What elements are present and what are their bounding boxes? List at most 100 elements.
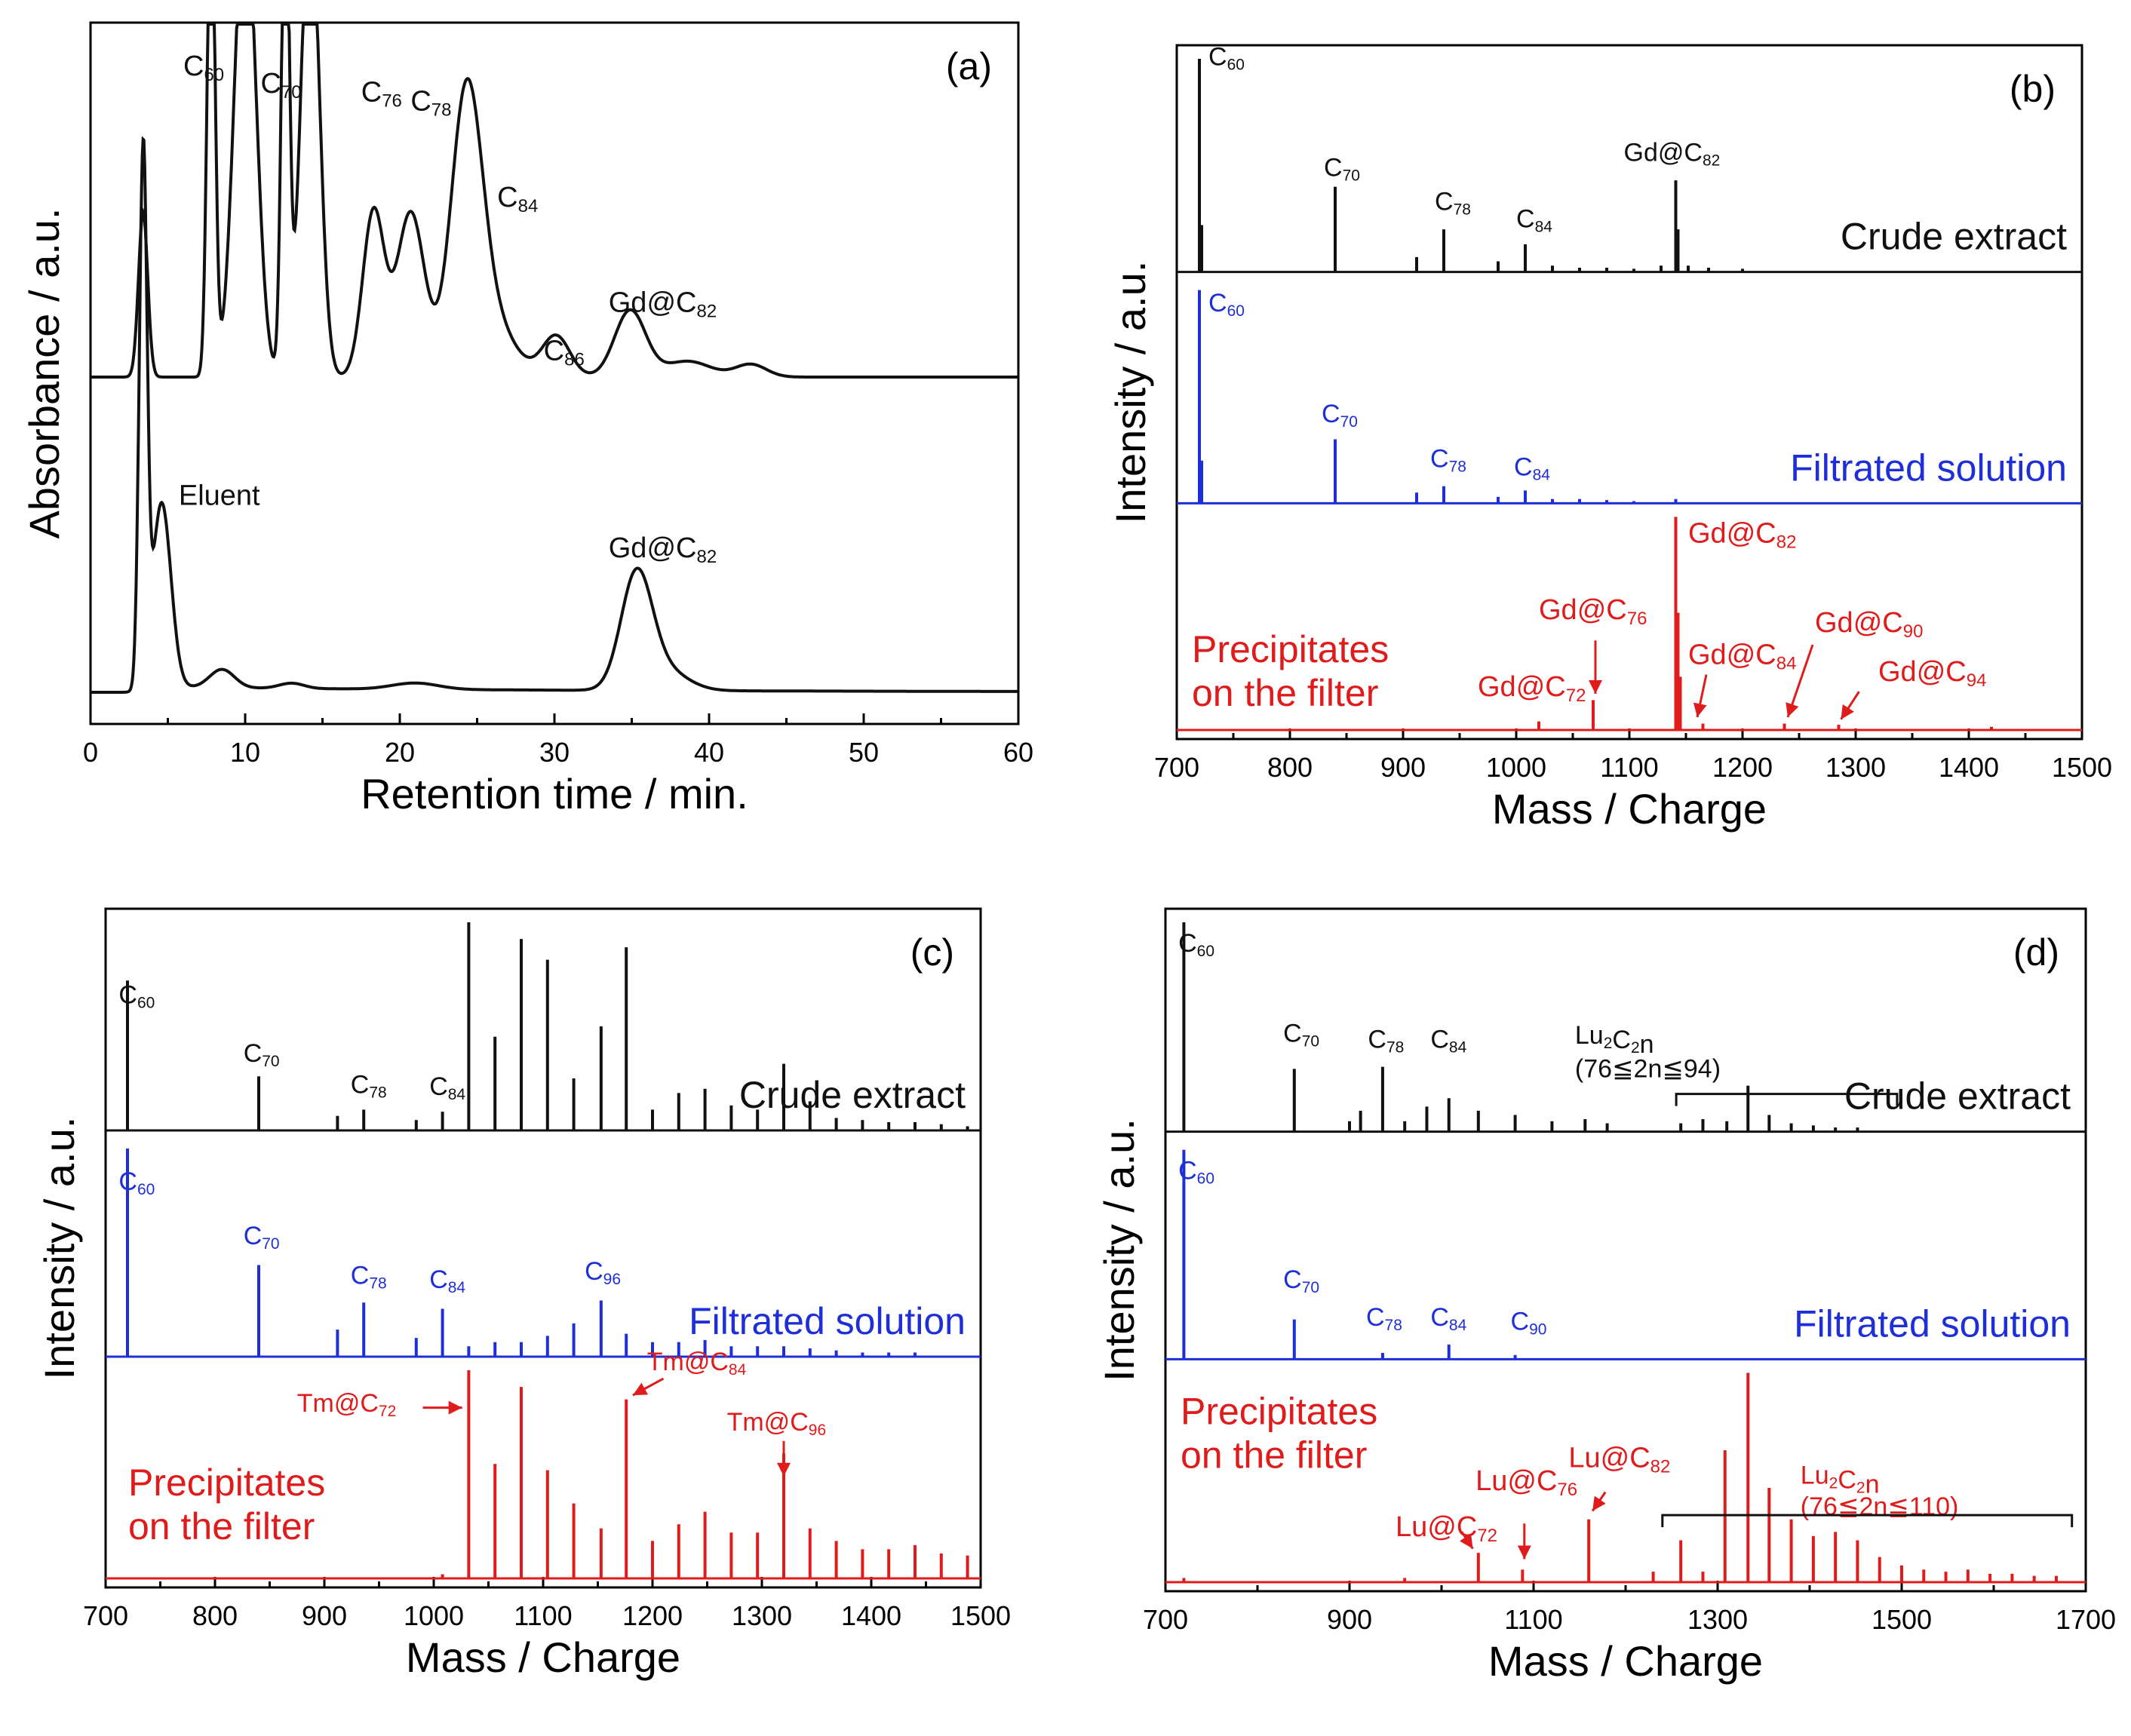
peak-label: C78: [1368, 1026, 1404, 1057]
peak-label: C84: [1514, 453, 1550, 484]
y-axis-label: Intensity / a.u.: [35, 1117, 83, 1380]
series-crude-extract: C60 C70 C78 C84 Gd@C82 Crude extract: [1177, 42, 2082, 274]
x-tick-label: 1500: [1872, 1604, 1932, 1635]
x-tick-label: 1100: [1504, 1604, 1562, 1635]
panel-label: (d): [2013, 931, 2059, 974]
peak-label: C78: [1435, 188, 1471, 219]
x-axis-label: Mass / Charge: [1492, 785, 1767, 833]
x-tick-label: 1000: [1486, 752, 1546, 783]
x-tick-label: 800: [192, 1600, 238, 1631]
x-tick-label: 1400: [1939, 752, 1999, 783]
peak-label: C78: [1430, 444, 1466, 475]
plot-frame: [1164, 907, 2087, 1593]
panel-c-axes: 700 800 900 1000 1100 1200 1300 1400 1500 Mass / …: [35, 907, 1011, 1681]
arrow-head: [448, 1400, 462, 1415]
x-tick-label: 30: [539, 737, 570, 768]
series-crude-extract: C60 C70 C78 C84 Lu2C2n(76≦2n≦94) Crude extrac…: [1165, 922, 2086, 1133]
x-tick-label: 700: [1154, 752, 1199, 783]
series-filtrated-solution: C60 C70 C78 C84 C90 Filtrated solution: [1165, 1149, 2086, 1360]
peak-label: C78: [351, 1261, 387, 1292]
series-name-label: on the filter: [128, 1505, 315, 1547]
panel-a-axes: 0 10 20 30 40 50 60 Retention time / min. Absorb…: [20, 21, 1033, 817]
peak-label: Lu@C76: [1475, 1465, 1577, 1500]
peak-label: Lu2C2n: [1801, 1461, 1880, 1498]
x-tick-label: 20: [385, 737, 415, 768]
arrow-head: [1460, 1533, 1473, 1549]
panel-b-data: C60 C70 C78 C84 Gd@C82 Crude extract C60 C70 C78…: [1177, 42, 2082, 732]
peak-label: Tm@C84: [647, 1348, 747, 1379]
x-tick-label: 1300: [732, 1600, 792, 1631]
arrow-head: [1589, 679, 1602, 694]
x-tick-label: 1500: [2052, 752, 2112, 783]
series-name-label: Crude extract: [739, 1074, 966, 1116]
peak-label: C84: [429, 1072, 465, 1103]
series-name-label: on the filter: [1181, 1434, 1367, 1476]
peak-label: C60: [1178, 1157, 1214, 1188]
x-tick-label: 900: [302, 1600, 347, 1631]
peak-label: C60: [118, 1167, 155, 1198]
x-tick-label: 1500: [950, 1600, 1011, 1631]
arrow-head: [1693, 702, 1707, 718]
peak-label: C70: [1283, 1265, 1319, 1296]
peak-label: C78: [410, 85, 451, 120]
peak-label: (76≦2n≦110): [1801, 1492, 1959, 1521]
x-tick-label: 1100: [1600, 752, 1658, 783]
peak-label: Gd@C72: [1478, 671, 1586, 706]
peak-label: (76≦2n≦94): [1575, 1054, 1721, 1083]
x-tick-label: 1700: [2056, 1604, 2116, 1635]
peak-label: C60: [183, 51, 224, 85]
peak-label: Gd@C94: [1878, 656, 1986, 691]
panel-label: (b): [2010, 68, 2056, 110]
peak-label: Gd@C82: [609, 287, 717, 322]
panel-label: (c): [910, 931, 954, 974]
peak-label: C84: [429, 1265, 465, 1296]
peak-label: C84: [1430, 1026, 1466, 1057]
peak-label: C90: [1511, 1307, 1547, 1338]
x-tick-label: 800: [1267, 752, 1313, 783]
x-tick-label: 700: [83, 1600, 128, 1631]
plot-frame: [89, 21, 1020, 725]
panel-b-axes: 700 800 900 1000 1100 1200 1300 1400 1500 Mass / …: [1107, 44, 2112, 833]
series-name-label: Precipitates: [128, 1461, 325, 1504]
peak-label: Tm@C72: [297, 1389, 397, 1420]
series-name-label: on the filter: [1192, 672, 1378, 714]
x-tick-label: 1400: [841, 1600, 901, 1631]
peak-label: C60: [1208, 289, 1245, 320]
peak-label: C76: [361, 77, 402, 112]
y-axis-label: Absorbance / a.u.: [20, 208, 68, 539]
x-tick-label: 1200: [622, 1600, 683, 1631]
x-axis-label: Mass / Charge: [406, 1633, 680, 1681]
peak-label: C70: [1283, 1019, 1319, 1050]
arrow-head: [1786, 702, 1799, 718]
peak-label: C84: [1430, 1303, 1466, 1334]
peak-label: C78: [351, 1070, 387, 1101]
peak-label: C70: [1324, 153, 1360, 184]
peak-label: Gd@C82: [1688, 517, 1796, 552]
x-tick-label: 900: [1380, 752, 1426, 783]
x-tick-label: 900: [1327, 1604, 1372, 1635]
peak-label: Gd@C90: [1815, 607, 1923, 642]
x-tick-label: 0: [83, 737, 98, 768]
series-name-label: Precipitates: [1192, 628, 1389, 670]
arrow-head: [777, 1462, 791, 1477]
range-bracket: [1675, 1093, 1899, 1106]
x-tick-label: 1300: [1825, 752, 1886, 783]
series-crude-extract: C60 C70 C78 C84 Crude extract: [106, 922, 981, 1132]
peak-label: Gd@C76: [1539, 594, 1647, 629]
peak-label: C84: [497, 182, 538, 216]
arrow-head: [632, 1382, 649, 1396]
peak-label: Gd@C84: [1688, 639, 1796, 673]
y-axis-label: Intensity / a.u.: [1107, 261, 1154, 524]
peak-label: Gd@C82: [1624, 139, 1721, 170]
peak-label: C60: [118, 981, 155, 1012]
series-name-label: Crude extract: [1844, 1075, 2071, 1118]
x-tick-label: 60: [1003, 737, 1033, 768]
trace-purified: [91, 136, 1018, 694]
series-name-label: Crude extract: [1841, 216, 2067, 258]
series-filtrated-solution: C60 C70 C78 C84 C96 Filtrated solution: [106, 1149, 981, 1358]
peak-label: Eluent: [179, 480, 260, 511]
x-tick-label: 40: [694, 737, 724, 768]
series-filtrated-solution: C60 C70 C78 C84 Filtrated solution: [1177, 289, 2082, 505]
